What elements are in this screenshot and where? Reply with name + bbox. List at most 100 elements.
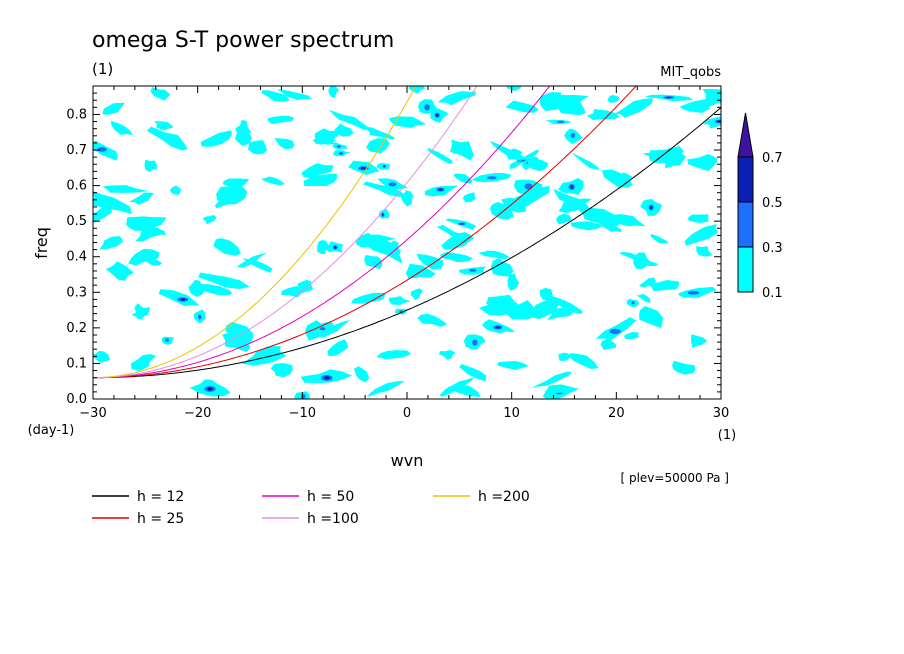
contour-blob-low bbox=[556, 213, 572, 225]
x-axis: −30 −20 −10 0 10 20 30 bbox=[79, 86, 729, 421]
contour-blob-low bbox=[376, 350, 411, 360]
contour-blob-low bbox=[586, 109, 620, 120]
contour-blob-low bbox=[687, 154, 718, 171]
contour-blob-low bbox=[504, 300, 539, 320]
dispersion-curve bbox=[93, 86, 417, 379]
chart-title: omega S-T power spectrum bbox=[92, 28, 394, 53]
contour-blob-low bbox=[235, 132, 252, 146]
x-axis-label: wvn bbox=[391, 451, 424, 470]
contour-blob-mid bbox=[487, 176, 497, 180]
contour-blob-low bbox=[362, 181, 407, 198]
contour-blob-low bbox=[388, 116, 427, 128]
y-tick-label: 0.2 bbox=[66, 321, 87, 336]
y-tick-label: 0.0 bbox=[66, 392, 87, 407]
contour-blob-low bbox=[531, 297, 562, 320]
contour-blob-high bbox=[339, 152, 343, 155]
contour-blob-low bbox=[410, 288, 423, 301]
contour-blob-low bbox=[531, 371, 572, 389]
contour-blob-mid bbox=[524, 183, 533, 190]
contour-blob-low bbox=[222, 332, 251, 353]
level-note: [ plev=50000 Pa ] bbox=[620, 471, 729, 485]
colorbar-segment bbox=[737, 201, 754, 248]
contour-blob-mid bbox=[301, 394, 306, 399]
contour-blob-low bbox=[297, 279, 314, 292]
contour-blob-low bbox=[509, 149, 540, 170]
contour-blob-low bbox=[328, 86, 339, 98]
contour-blob-low bbox=[440, 251, 473, 263]
legend-label: h = 25 bbox=[137, 511, 184, 527]
contour-blob-low bbox=[126, 216, 167, 231]
colorbar-segment bbox=[737, 156, 754, 203]
dispersion-curve bbox=[93, 86, 637, 379]
contour-blob-low bbox=[438, 349, 456, 360]
legend-label: h = 50 bbox=[307, 489, 354, 505]
contour-blob-low bbox=[237, 252, 268, 268]
contour-blob-low bbox=[575, 207, 623, 227]
contour-blob-low bbox=[490, 257, 514, 277]
y-tick-label: 0.4 bbox=[66, 250, 87, 265]
y-unit-label: (day-1) bbox=[28, 423, 75, 438]
contour-blob-high bbox=[570, 185, 574, 189]
contour-blob-low bbox=[505, 100, 539, 113]
y-tick-label: 0.3 bbox=[66, 285, 87, 300]
contour-blob-low bbox=[687, 214, 709, 224]
contour-blob-low bbox=[544, 387, 568, 394]
contour-blob-low bbox=[93, 207, 112, 225]
contour-blob-high bbox=[495, 326, 500, 329]
contour-blob-high bbox=[666, 96, 672, 99]
contour-blob-low bbox=[570, 221, 605, 231]
contour-blob-low bbox=[545, 94, 590, 106]
contour-blob-low bbox=[320, 319, 351, 338]
chart-subtitle: (1) bbox=[92, 60, 113, 78]
colorbar-label: 0.5 bbox=[762, 196, 783, 211]
x-tick-label: 30 bbox=[713, 406, 730, 421]
contour-blob-low bbox=[270, 363, 293, 378]
contour-blob-mid bbox=[631, 301, 635, 305]
contour-blob-mid bbox=[556, 120, 565, 123]
legend-label: h =200 bbox=[478, 489, 530, 505]
x-tick-label: 10 bbox=[503, 406, 520, 421]
contour-blob-mid bbox=[198, 314, 202, 320]
legend-label: h = 12 bbox=[137, 489, 184, 505]
contour-blob-low bbox=[702, 89, 721, 104]
contour-blob-low bbox=[417, 313, 448, 327]
contour-blob-low bbox=[366, 138, 390, 154]
colorbar-segment bbox=[737, 246, 754, 293]
contour-blob-low bbox=[639, 306, 664, 329]
y-axis-label: freq bbox=[32, 227, 51, 259]
contour-blob-low bbox=[200, 130, 232, 147]
contour-blob-low bbox=[150, 86, 171, 101]
contour-blob-high bbox=[650, 205, 653, 210]
contour-blob-low bbox=[110, 120, 134, 136]
contour-blob-low bbox=[105, 261, 134, 281]
contour-blob-low bbox=[696, 246, 713, 257]
contour-blob-low bbox=[216, 186, 248, 205]
contour-blob-low bbox=[607, 95, 620, 103]
y-tick-label: 0.5 bbox=[66, 214, 87, 229]
contour-blob-low bbox=[684, 223, 719, 246]
contour-blob-low bbox=[102, 102, 125, 115]
contour-blob-low bbox=[213, 238, 242, 256]
contour-blob-mid bbox=[609, 328, 621, 335]
contour-blob-low bbox=[146, 126, 188, 151]
y-tick-label: 0.6 bbox=[66, 179, 87, 194]
contour-blob-mid bbox=[472, 339, 478, 346]
contour-blob-low bbox=[496, 360, 529, 370]
contour-blob-low bbox=[489, 140, 528, 161]
contour-blob-low bbox=[301, 163, 334, 179]
contour-blob-low bbox=[202, 214, 217, 225]
contour-blob-low bbox=[506, 86, 522, 91]
contour-blob-low bbox=[478, 250, 510, 260]
colorbar-label: 0.3 bbox=[762, 241, 783, 256]
contour-blob-low bbox=[400, 190, 414, 207]
contour-blob-low bbox=[235, 120, 252, 135]
contour-blob-mid bbox=[687, 291, 700, 295]
contour-blob-low bbox=[327, 339, 349, 356]
contour-blob-low bbox=[198, 283, 233, 296]
contour-blob-low bbox=[689, 105, 711, 114]
contour-blob-low bbox=[489, 201, 514, 220]
contour-blob-low bbox=[364, 254, 383, 270]
contour-blob-low bbox=[188, 279, 205, 297]
contour-blob-mid bbox=[164, 338, 169, 342]
dispersion-curve bbox=[93, 107, 721, 379]
